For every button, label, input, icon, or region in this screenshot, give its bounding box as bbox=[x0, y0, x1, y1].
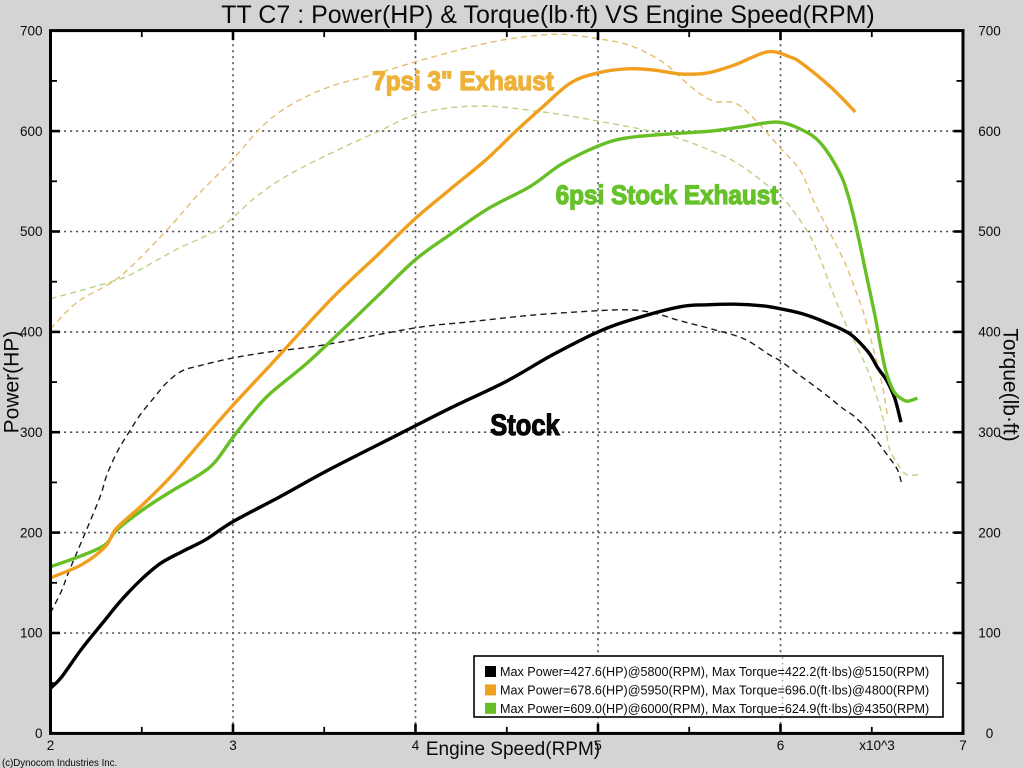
svg-text:6: 6 bbox=[777, 738, 785, 753]
svg-text:6psi Stock Exhaust: 6psi Stock Exhaust bbox=[556, 181, 779, 210]
svg-text:3: 3 bbox=[229, 738, 237, 753]
svg-text:100: 100 bbox=[20, 626, 43, 641]
svg-text:400: 400 bbox=[20, 325, 43, 340]
svg-text:Power(HP): Power(HP) bbox=[1, 331, 24, 434]
svg-text:200: 200 bbox=[20, 525, 43, 540]
svg-text:300: 300 bbox=[978, 425, 1001, 440]
svg-text:4: 4 bbox=[412, 738, 420, 753]
svg-text:2: 2 bbox=[47, 738, 55, 753]
svg-text:x10^3: x10^3 bbox=[859, 738, 895, 753]
svg-text:600: 600 bbox=[978, 124, 1001, 139]
svg-text:Max Power=678.6(HP)@5950(RPM),: Max Power=678.6(HP)@5950(RPM), Max Torqu… bbox=[500, 684, 929, 698]
svg-text:(c)Dynocom Industries Inc.: (c)Dynocom Industries Inc. bbox=[2, 758, 117, 768]
svg-text:0: 0 bbox=[35, 726, 43, 741]
svg-text:100: 100 bbox=[978, 626, 1001, 641]
svg-text:7: 7 bbox=[959, 738, 967, 753]
svg-text:200: 200 bbox=[978, 525, 1001, 540]
svg-text:600: 600 bbox=[20, 124, 43, 139]
svg-text:700: 700 bbox=[20, 23, 43, 38]
svg-text:700: 700 bbox=[978, 23, 1001, 38]
svg-text:Max Power=427.6(HP)@5800(RPM),: Max Power=427.6(HP)@5800(RPM), Max Torqu… bbox=[500, 665, 929, 679]
svg-text:400: 400 bbox=[978, 325, 1001, 340]
svg-text:Torque(lb·ft): Torque(lb·ft) bbox=[999, 328, 1022, 441]
svg-text:Stock: Stock bbox=[490, 408, 560, 441]
svg-text:Engine Speed(RPM): Engine Speed(RPM) bbox=[426, 739, 600, 760]
svg-text:500: 500 bbox=[978, 224, 1001, 239]
svg-text:0: 0 bbox=[986, 726, 994, 741]
svg-text:Max Power=609.0(HP)@6000(RPM),: Max Power=609.0(HP)@6000(RPM), Max Torqu… bbox=[500, 702, 929, 716]
svg-text:7psi 3" Exhaust: 7psi 3" Exhaust bbox=[372, 67, 554, 96]
svg-text:300: 300 bbox=[20, 425, 43, 440]
svg-text:500: 500 bbox=[20, 224, 43, 239]
svg-text:5: 5 bbox=[594, 738, 602, 753]
svg-text:TT C7 : Power(HP) & Torque(lb·: TT C7 : Power(HP) & Torque(lb·ft) VS Eng… bbox=[221, 1, 874, 29]
